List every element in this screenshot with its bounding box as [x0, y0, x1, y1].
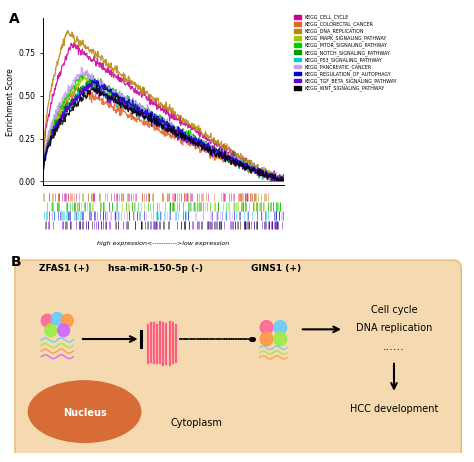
Ellipse shape [27, 380, 141, 443]
Text: Cell cycle: Cell cycle [371, 305, 417, 315]
Text: Nucleus: Nucleus [63, 408, 107, 418]
Circle shape [274, 321, 287, 334]
Text: high expression<----------->low expression: high expression<----------->low expressi… [97, 241, 230, 246]
Circle shape [61, 314, 73, 327]
Legend: KEGG_CELL_CYCLE, KEGG_COLORECTAL_CANCER, KEGG_DNA_REPLICATION, KEGG_MAPK_SIGNALI: KEGG_CELL_CYCLE, KEGG_COLORECTAL_CANCER,… [294, 14, 398, 91]
Text: HCC development: HCC development [350, 404, 438, 414]
Circle shape [260, 321, 273, 334]
Text: GINS1 (+): GINS1 (+) [251, 264, 301, 273]
Text: hsa-miR-150-5p (-): hsa-miR-150-5p (-) [108, 264, 202, 273]
Circle shape [274, 332, 287, 346]
Circle shape [58, 324, 70, 337]
Text: A: A [9, 12, 19, 26]
Text: ZFAS1 (+): ZFAS1 (+) [39, 264, 90, 273]
Y-axis label: Enrichment Score: Enrichment Score [6, 68, 15, 135]
Circle shape [41, 314, 53, 327]
FancyBboxPatch shape [15, 260, 461, 459]
Text: Cytoplasm: Cytoplasm [170, 418, 222, 428]
Text: DNA replication: DNA replication [356, 323, 432, 333]
Text: ......: ...... [383, 342, 405, 352]
Text: B: B [10, 255, 21, 269]
Circle shape [45, 324, 57, 337]
Circle shape [51, 312, 63, 325]
Circle shape [260, 332, 273, 346]
